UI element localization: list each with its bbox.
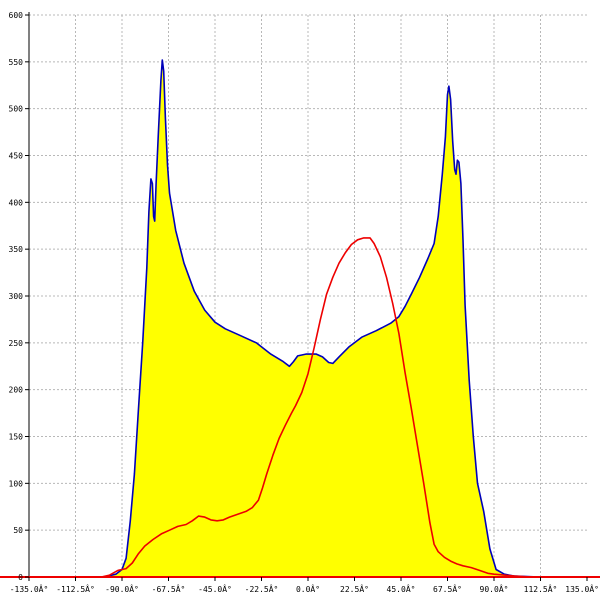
- x-tick-label: 22.5Â°: [340, 583, 369, 594]
- y-tick-label: 550: [9, 58, 24, 67]
- x-tick-label: -22.5Â°: [245, 583, 279, 594]
- x-tick-label: 90.0Â°: [480, 583, 509, 594]
- x-tick-label: -67.5Â°: [152, 583, 186, 594]
- y-tick-label: 50: [13, 526, 23, 535]
- series-2-line: [0, 237, 600, 578]
- y-tick-label: 400: [9, 198, 24, 207]
- y-tick-label: 300: [9, 292, 24, 301]
- x-tick-label: 0.0Â°: [296, 583, 320, 594]
- y-tick-labels: 0 50 100 150 200 250 300 350 400 450 500 550 600: [9, 11, 24, 582]
- x-tick-label: -135.0Â°: [10, 583, 49, 594]
- series-layer: [0, 59, 600, 578]
- y-tick-label: 250: [9, 339, 24, 348]
- x-tick-label: 112.5Â°: [524, 583, 558, 594]
- series-1-line: [103, 59, 540, 578]
- y-tick-label: 200: [9, 386, 24, 395]
- y-tick-label: 350: [9, 245, 24, 254]
- y-tick-label: 450: [9, 152, 24, 161]
- series-1-area: [103, 60, 540, 577]
- y-tick-label: 500: [9, 105, 24, 114]
- x-tick-label: 67.5Â°: [433, 583, 462, 594]
- x-tick-label: 135.0Â°: [565, 583, 599, 594]
- x-tick-label: -90.0Â°: [105, 583, 139, 594]
- x-tick-label: -45.0Â°: [198, 583, 232, 594]
- x-tick-labels: -135.0Â° -112.5Â° -90.0Â° -67.5Â° -45.0Â° -22…: [10, 583, 599, 594]
- y-tick-label: 600: [9, 11, 24, 20]
- y-tick-label: 0: [18, 573, 23, 582]
- x-tick-label: 45.0Â°: [387, 583, 416, 594]
- y-tick-label: 100: [9, 479, 24, 488]
- axes: [0, 12, 600, 581]
- y-tick-label: 150: [9, 433, 24, 442]
- x-tick-label: -112.5Â°: [56, 583, 95, 594]
